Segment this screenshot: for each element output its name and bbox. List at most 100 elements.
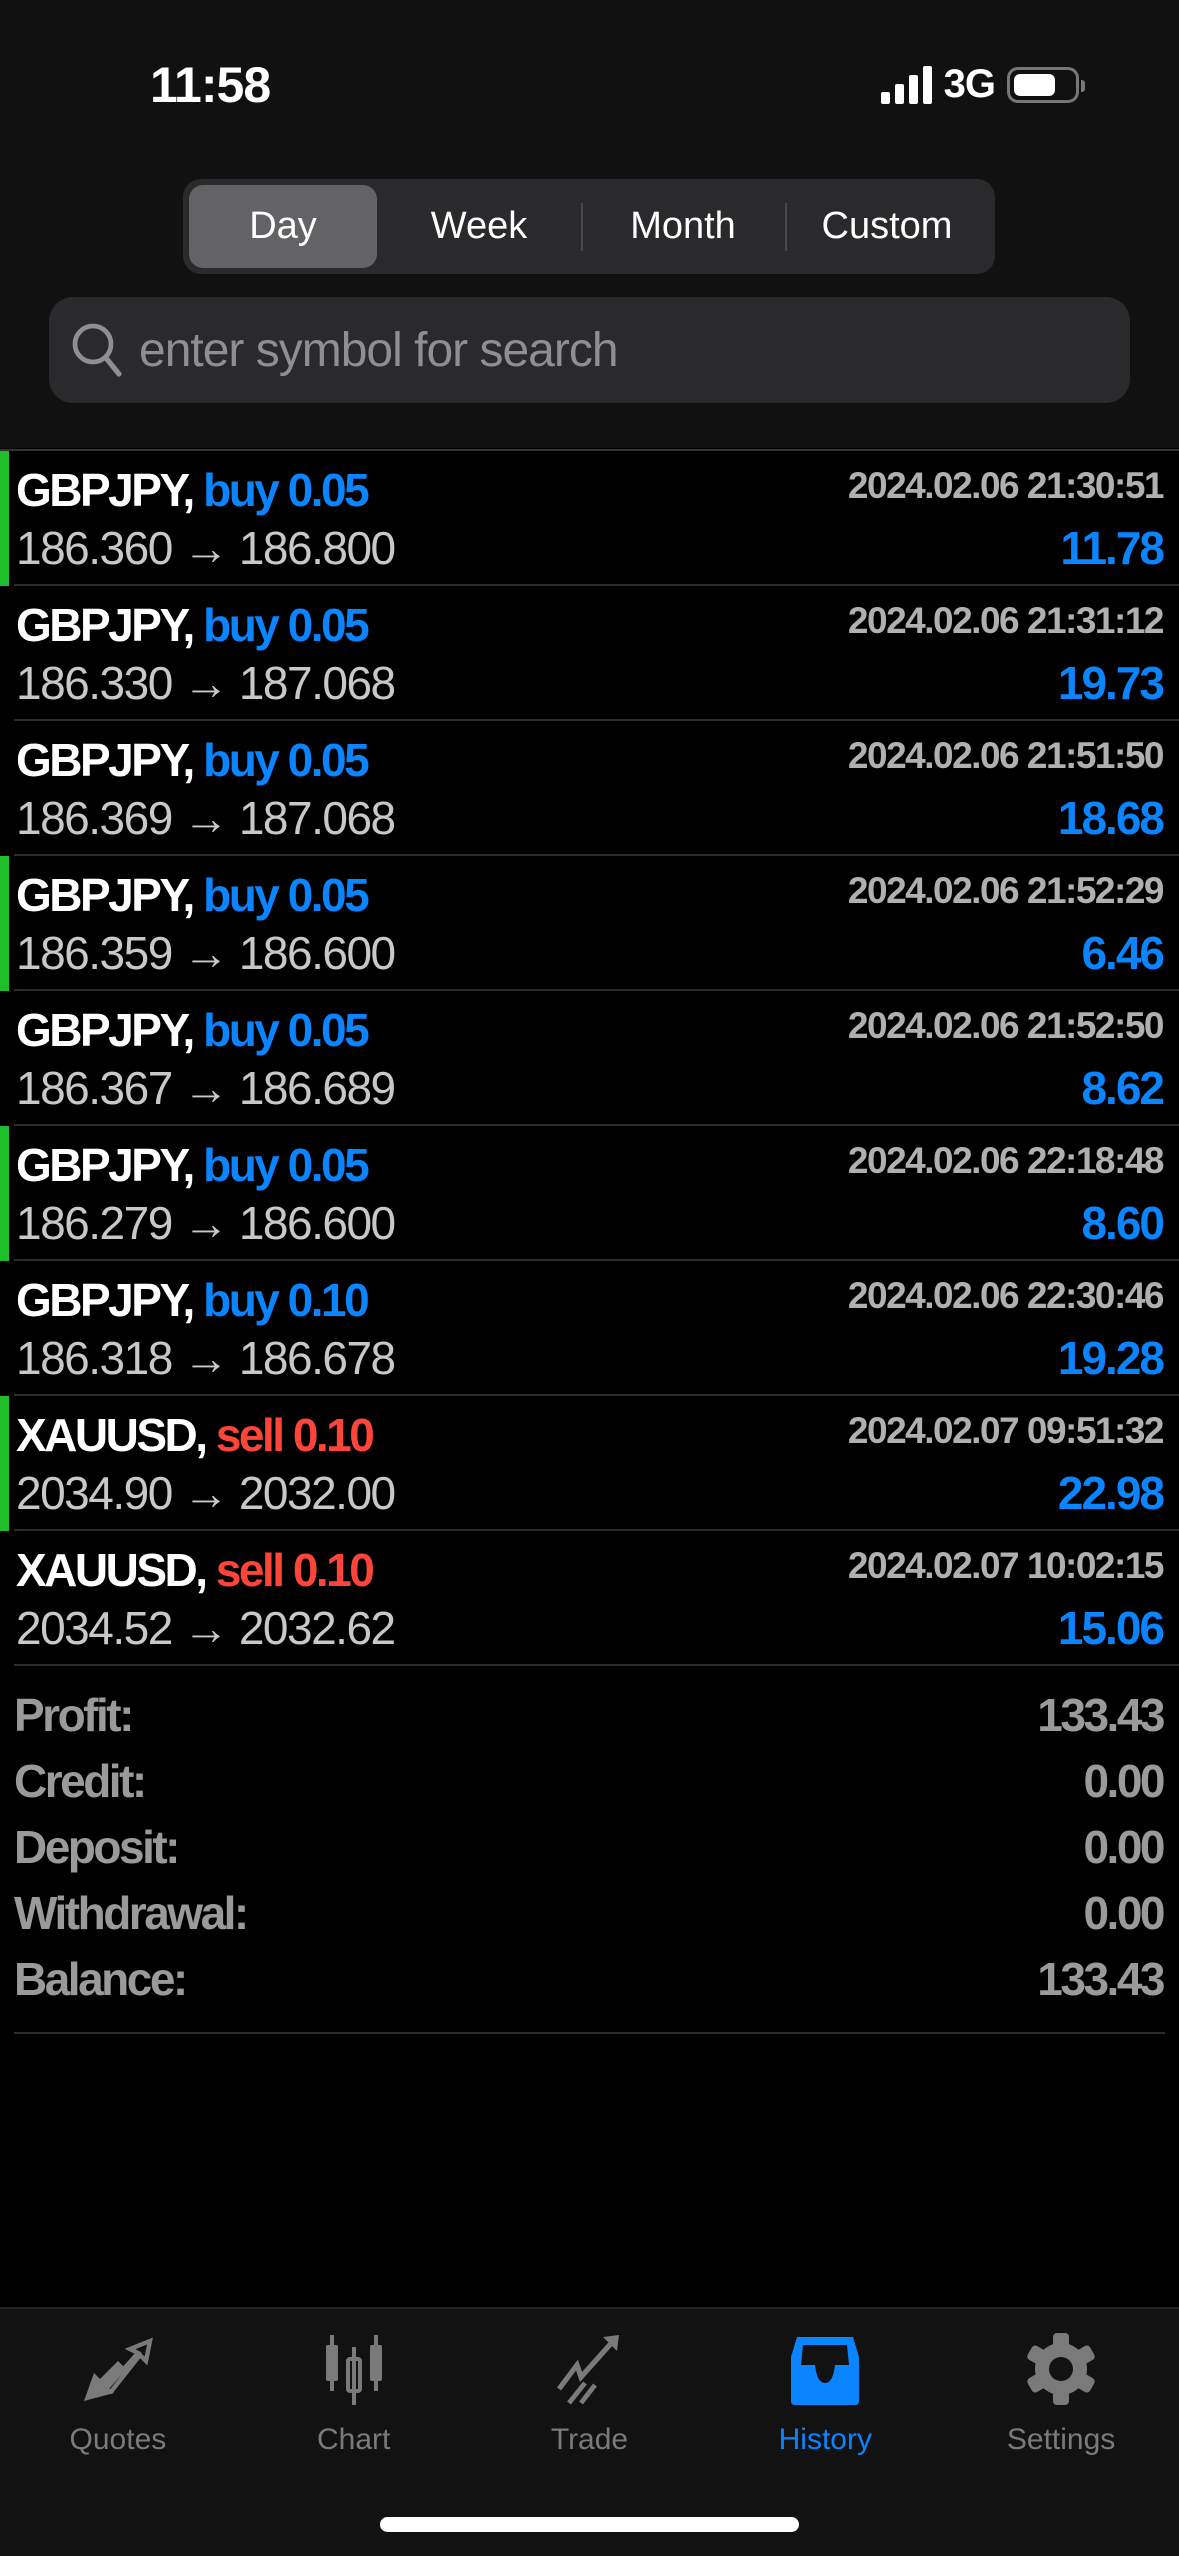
deal-prices: 2034.52 → 2032.62 xyxy=(16,1602,396,1654)
deal-row[interactable]: GBPJPY, buy 0.05 2024.02.06 21:51:50 186… xyxy=(14,721,1179,856)
gear-icon xyxy=(1027,2333,1095,2405)
symbol-name: GBPJPY, xyxy=(16,1004,195,1056)
summary-withdrawal: Withdrawal: 0.00 xyxy=(14,1880,1165,1946)
tab-week[interactable]: Week xyxy=(430,205,528,247)
tab-custom[interactable]: Custom xyxy=(785,185,989,268)
deal-time: 2024.02.06 22:18:48 xyxy=(847,1140,1165,1181)
header: 11:58 3G Day Week Month Custom xyxy=(0,0,1179,448)
deal-row[interactable]: GBPJPY, buy 0.05 2024.02.06 22:18:48 186… xyxy=(0,1126,1179,1261)
summary-label: Balance: xyxy=(14,1953,188,2005)
deal-prices: 186.360 → 186.800 xyxy=(16,522,396,574)
summary-label: Withdrawal: xyxy=(14,1887,249,1939)
deal-prices: 186.330 → 187.068 xyxy=(16,657,396,709)
deal-symbol: GBPJPY, buy 0.10 xyxy=(16,1273,370,1327)
deal-row[interactable]: GBPJPY, buy 0.05 2024.02.06 21:30:51 186… xyxy=(0,451,1179,586)
summary-value: 133.43 xyxy=(1037,1689,1165,1741)
deal-row[interactable]: GBPJPY, buy 0.05 2024.02.06 21:31:12 186… xyxy=(14,586,1179,721)
summary-credit: Credit: 0.00 xyxy=(14,1748,1165,1814)
search-bar xyxy=(49,297,1130,403)
deal-row[interactable]: XAUUSD, sell 0.10 2024.02.07 09:51:32 20… xyxy=(0,1396,1179,1531)
deal-symbol: XAUUSD, sell 0.10 xyxy=(16,1543,375,1597)
tab-day[interactable]: Day xyxy=(189,185,377,268)
deal-side-volume: buy 0.05 xyxy=(203,1139,370,1191)
tab-quotes[interactable]: Quotes xyxy=(0,2309,236,2556)
deal-symbol: GBPJPY, buy 0.05 xyxy=(16,733,370,787)
deal-list: GBPJPY, buy 0.05 2024.02.06 21:30:51 186… xyxy=(0,449,1179,1666)
search-input[interactable] xyxy=(139,322,1039,378)
deal-marker xyxy=(0,1126,9,1261)
status-time: 11:58 xyxy=(150,57,271,113)
deal-prices: 186.369 → 187.068 xyxy=(16,792,396,844)
deal-side-volume: sell 0.10 xyxy=(215,1544,375,1596)
period-segmented-control: Day Week Month Custom xyxy=(183,179,995,274)
symbol-name: XAUUSD, xyxy=(16,1544,208,1596)
deal-prices: 186.359 → 186.600 xyxy=(16,927,396,979)
signal-icon xyxy=(880,65,932,104)
summary-value: 0.00 xyxy=(1083,1821,1165,1873)
deal-profit: 19.73 xyxy=(1057,657,1165,709)
tab-label: History xyxy=(778,2423,872,2456)
symbol-name: GBPJPY, xyxy=(16,1139,195,1191)
deal-row[interactable]: XAUUSD, sell 0.10 2024.02.07 10:02:15 20… xyxy=(14,1531,1179,1666)
tab-label: Trade xyxy=(550,2423,629,2456)
tab-label: Quotes xyxy=(69,2423,167,2456)
summary-label: Credit: xyxy=(14,1755,147,1807)
deal-row[interactable]: GBPJPY, buy 0.10 2024.02.06 22:30:46 186… xyxy=(14,1261,1179,1396)
summary-value: 0.00 xyxy=(1083,1755,1165,1807)
inbox-tray-icon xyxy=(791,2337,860,2405)
deal-time: 2024.02.06 21:31:12 xyxy=(847,600,1165,641)
deal-row[interactable]: GBPJPY, buy 0.05 2024.02.06 21:52:50 186… xyxy=(14,991,1179,1126)
quotes-arrows-icon xyxy=(83,2337,153,2401)
deal-symbol: GBPJPY, buy 0.05 xyxy=(16,463,370,517)
tab-history[interactable]: History xyxy=(707,2309,943,2556)
deal-prices: 2034.90 → 2032.00 xyxy=(16,1467,396,1519)
deal-side-volume: buy 0.05 xyxy=(203,869,370,921)
status-icons: 3G xyxy=(880,62,1085,107)
deal-marker xyxy=(0,1396,9,1531)
symbol-name: GBPJPY, xyxy=(16,599,195,651)
deal-side-volume: buy 0.05 xyxy=(203,464,370,516)
deal-time: 2024.02.06 21:52:50 xyxy=(847,1005,1165,1046)
deal-time: 2024.02.06 21:52:29 xyxy=(847,870,1165,911)
summary-label: Profit: xyxy=(14,1689,134,1741)
deal-side-volume: buy 0.05 xyxy=(203,1004,370,1056)
deal-side-volume: buy 0.10 xyxy=(203,1274,370,1326)
deal-prices: 186.367 → 186.689 xyxy=(16,1062,396,1114)
summary: Profit: 133.43 Credit: 0.00 Deposit: 0.00 W… xyxy=(14,1682,1165,2034)
deal-prices: 186.279 → 186.600 xyxy=(16,1197,396,1249)
tab-trade[interactable]: Trade xyxy=(472,2309,708,2556)
network-type: 3G xyxy=(943,62,996,106)
summary-value: 0.00 xyxy=(1083,1887,1165,1939)
deal-profit: 8.62 xyxy=(1081,1062,1165,1114)
deal-row[interactable]: GBPJPY, buy 0.05 2024.02.06 21:52:29 186… xyxy=(0,856,1179,991)
trade-trend-icon xyxy=(557,2335,620,2405)
tab-label: Settings xyxy=(1006,2423,1116,2456)
deal-prices: 186.318 → 186.678 xyxy=(16,1332,396,1384)
deal-time: 2024.02.06 21:30:51 xyxy=(847,465,1165,506)
deal-time: 2024.02.07 10:02:15 xyxy=(847,1545,1165,1586)
deal-profit: 19.28 xyxy=(1057,1332,1165,1384)
tab-month[interactable]: Month xyxy=(581,185,785,268)
deal-symbol: GBPJPY, buy 0.05 xyxy=(16,868,370,922)
deal-profit: 18.68 xyxy=(1057,792,1165,844)
symbol-name: GBPJPY, xyxy=(16,869,195,921)
candlestick-icon xyxy=(325,2335,382,2405)
deal-marker xyxy=(0,451,9,586)
symbol-name: GBPJPY, xyxy=(16,734,195,786)
deal-symbol: GBPJPY, buy 0.05 xyxy=(16,598,370,652)
deal-symbol: GBPJPY, buy 0.05 xyxy=(16,1138,370,1192)
deal-symbol: XAUUSD, sell 0.10 xyxy=(16,1408,375,1462)
symbol-name: GBPJPY, xyxy=(16,464,195,516)
deal-time: 2024.02.06 22:30:46 xyxy=(847,1275,1165,1316)
deal-time: 2024.02.06 21:51:50 xyxy=(847,735,1165,776)
home-indicator[interactable] xyxy=(380,2517,799,2532)
search-icon xyxy=(72,323,122,377)
tab-chart[interactable]: Chart xyxy=(236,2309,472,2556)
summary-profit: Profit: 133.43 xyxy=(14,1682,1165,1748)
tab-label: Chart xyxy=(317,2423,391,2456)
summary-value: 133.43 xyxy=(1037,1953,1165,2005)
deal-profit: 8.60 xyxy=(1081,1197,1165,1249)
tab-settings[interactable]: Settings xyxy=(943,2309,1179,2556)
deal-profit: 22.98 xyxy=(1057,1467,1165,1519)
deal-time: 2024.02.07 09:51:32 xyxy=(847,1410,1165,1451)
